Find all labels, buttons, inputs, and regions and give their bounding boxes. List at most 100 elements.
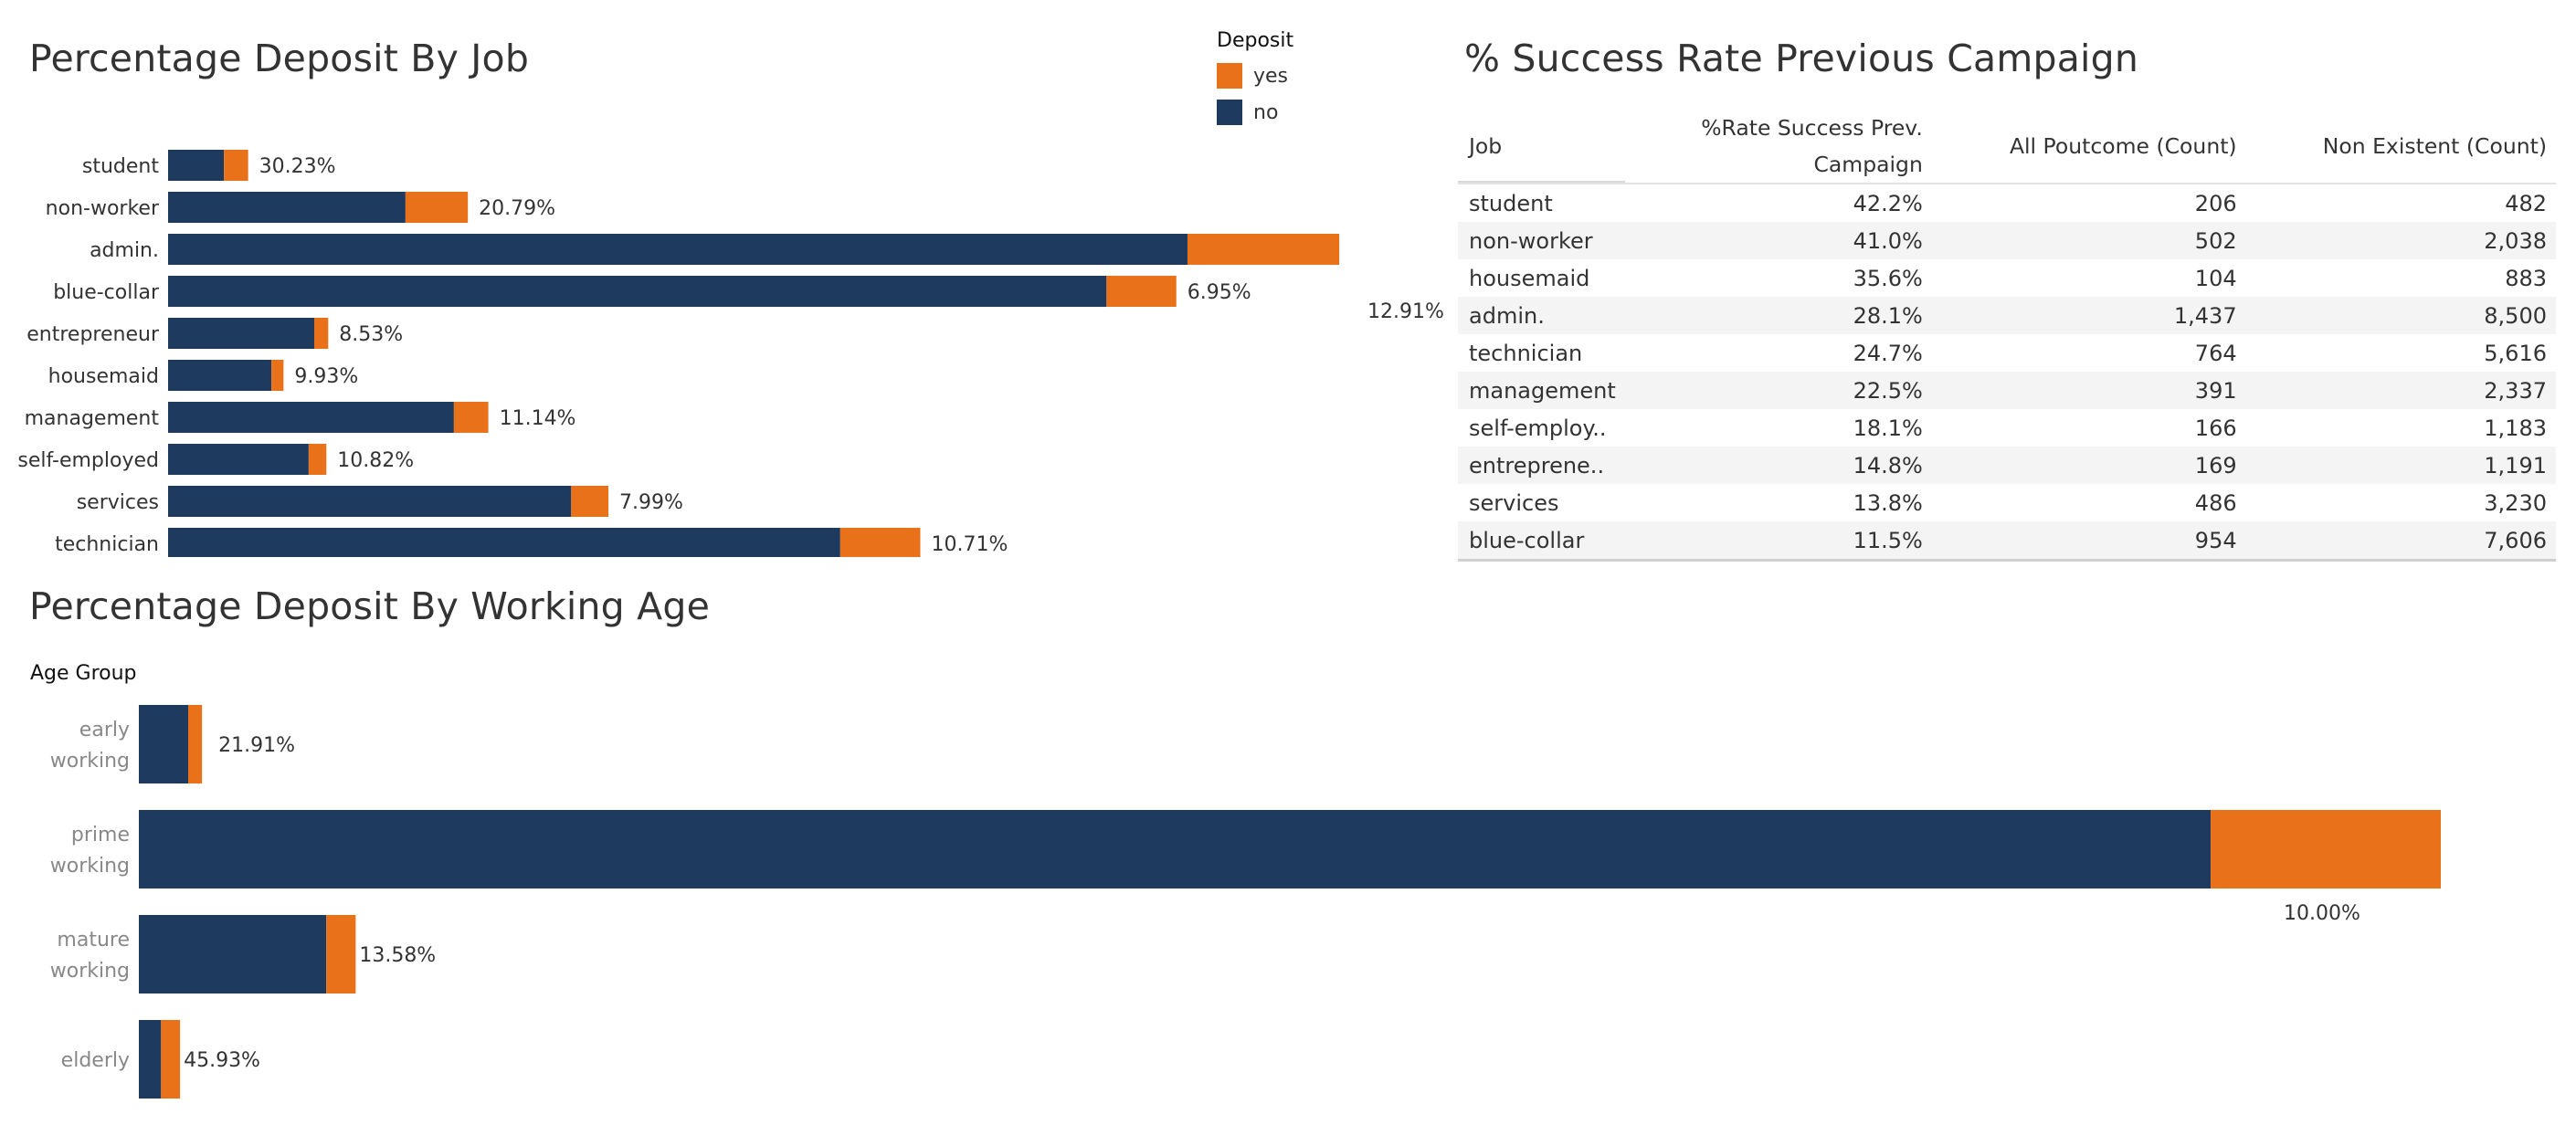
table-cell-value: 35.6% [1853,265,1923,291]
job-data-label: 7.99% [619,491,683,514]
table-cell-value: 166 [2194,415,2237,441]
legend-item-no[interactable]: no [1217,94,1293,131]
table-header-cell[interactable]: All Poutcome (Count) [2009,133,2237,159]
job-bar-yes [1106,276,1177,307]
table-row: management 22.5% 391 2,337 [1458,372,2556,409]
legend-item-yes[interactable]: yes [1217,58,1293,94]
job-bar-no [168,318,315,349]
table-cell-job: management [1469,377,1616,404]
job-bar-no [168,528,840,557]
job-bar-no [168,234,1188,265]
table-cell-value: 13.8% [1853,489,1923,516]
table-row: admin. 28.1% 1,437 8,500 [1458,297,2556,334]
job-data-label: 10.71% [931,533,1008,556]
age-category-label: working [50,750,130,773]
age-bar-yes [188,705,203,783]
table-cell-value: 2,038 [2484,227,2547,254]
table-row: non-worker 41.0% 502 2,038 [1458,222,2556,259]
job-bar-yes [1187,234,1340,265]
age-bar-yes [2211,810,2441,888]
table-cell-value: 42.2% [1853,190,1923,216]
job-bar-no [168,402,454,433]
job-bar-yes [839,528,921,557]
job-bar-no [168,444,309,475]
table-cell-job: student [1469,190,1553,216]
job-category-label: student [82,155,159,178]
table-cell-value: 24.7% [1853,340,1923,366]
campaign-success-table: Job %Rate Success Prev. Campaign All Poutco… [1458,110,2556,562]
table-row: technician 24.7% 764 5,616 [1458,334,2556,372]
legend-label-no: no [1253,100,1279,124]
table-cell-value: 28.1% [1853,302,1923,329]
job-data-label: 10.82% [337,449,414,472]
table-cell-job: technician [1469,340,1583,366]
table-cell-value: 883 [2505,265,2547,291]
job-bar-yes [453,402,489,433]
table-cell-job: self-employ.. [1469,415,1607,441]
job-bar-yes [271,360,284,391]
table-cell-value: 764 [2194,340,2237,366]
job-data-label: 20.79% [479,197,555,220]
table-cell-value: 22.5% [1853,377,1923,404]
age-data-label: 21.91% [218,734,295,757]
table-header-row: Job %Rate Success Prev. Campaign All Poutco… [1458,110,2556,184]
legend-swatch-no [1217,100,1242,125]
age-bar-no [139,915,327,994]
age-data-label: 13.58% [359,944,436,967]
job-data-label: 12.91% [1367,300,1444,323]
age-deposit-chart: Age Group early working 21.91% prime working 1… [30,662,2441,1099]
age-bar-no [139,705,189,783]
age-bar-no [139,810,2212,888]
age-bar-no [139,1020,162,1099]
age-bar-yes [326,915,356,994]
table-cell-value: 11.5% [1853,527,1923,553]
job-bar-no [168,486,572,517]
table-cell-value: 2,337 [2484,377,2547,404]
table-header-cell[interactable]: %Rate Success Prev. Campaign [1701,115,1923,177]
table-cell-job: entreprene.. [1469,452,1605,478]
table-cell-job: blue-collar [1469,527,1585,553]
job-category-label: self-employed [17,449,159,472]
table-body: student 42.2% 206 482 non-worker 41.0% 502 2,03… [1458,184,2556,561]
job-data-label: 11.14% [500,407,576,430]
job-bar-no [168,150,225,181]
job-chart-title: Percentage Deposit By Job [29,37,530,80]
job-bar-no [168,192,406,223]
table-cell-value: 8,500 [2484,302,2547,329]
job-category-label: admin. [90,239,159,262]
table-cell-value: 169 [2194,452,2237,478]
table-cell-value: 486 [2194,489,2237,516]
table-header-cell[interactable]: Non Existent (Count) [2322,133,2547,159]
table-row: services 13.8% 486 3,230 [1458,484,2556,521]
job-bar-yes [308,444,327,475]
table-cell-value: 1,191 [2484,452,2547,478]
table-cell-value: 5,616 [2484,340,2547,366]
job-data-label: 9.93% [294,365,358,388]
job-data-label: 8.53% [339,323,403,346]
legend-swatch-yes [1217,63,1242,89]
job-bar-yes [405,192,469,223]
table-row: housemaid 35.6% 104 883 [1458,259,2556,297]
job-bar-no [168,276,1107,307]
table-header-cell[interactable]: Job [1458,110,1625,184]
campaign-table-title: % Success Rate Previous Campaign [1464,37,2139,80]
age-bar-yes [161,1020,181,1099]
job-category-label: non-worker [46,197,160,220]
table-row: blue-collar 11.5% 954 7,606 [1458,521,2556,561]
age-category-label: mature [57,929,130,952]
job-bar-yes [224,150,248,181]
age-data-label: 45.93% [184,1049,260,1072]
table-cell-value: 14.8% [1853,452,1923,478]
table-cell-value: 7,606 [2484,527,2547,553]
table-row: entreprene.. 14.8% 169 1,191 [1458,447,2556,484]
job-category-label: housemaid [48,365,159,388]
table-cell-value: 104 [2194,265,2237,291]
age-chart-title: Percentage Deposit By Working Age [29,584,711,628]
job-bar-no [168,360,272,391]
table-cell-value: 41.0% [1853,227,1923,254]
table-cell-value: 391 [2194,377,2237,404]
job-data-label: 6.95% [1188,281,1251,304]
job-deposit-chart: student 30.23% non-worker 20.79% admin. 12.91… [17,150,1444,557]
table-cell-job: services [1469,489,1559,516]
job-category-label: blue-collar [53,281,160,304]
